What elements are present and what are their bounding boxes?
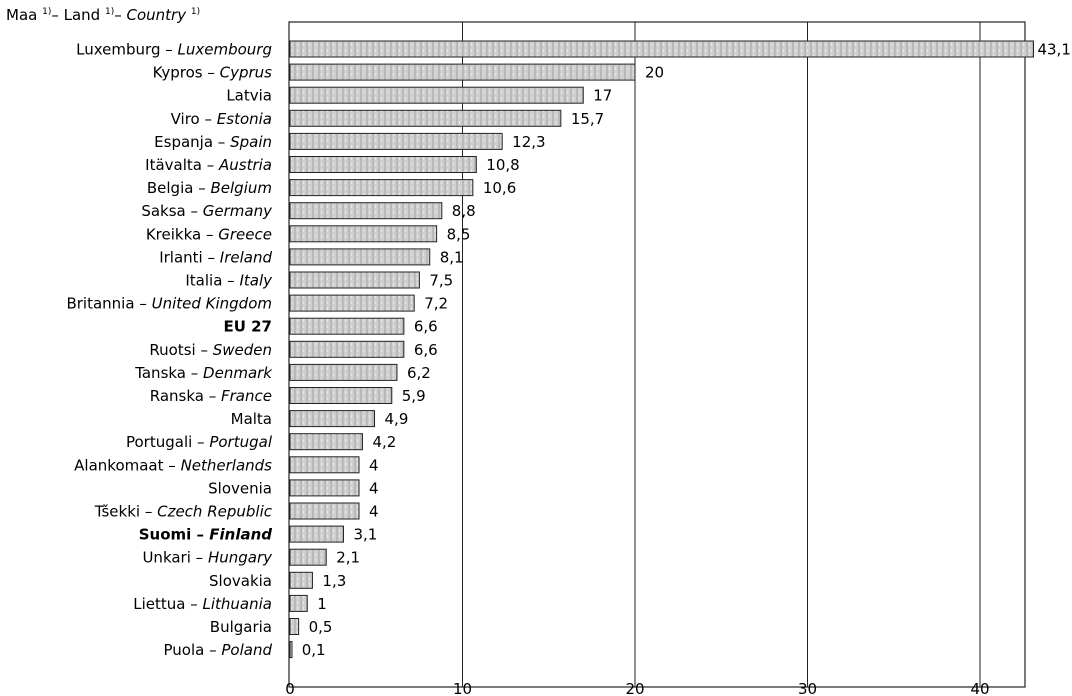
category-label: Kypros – Cyprus <box>153 64 273 82</box>
value-label: 4,2 <box>372 433 396 451</box>
value-label: 7,5 <box>429 272 453 290</box>
category-label: Slovenia <box>208 479 272 497</box>
category-label: Irlanti – Ireland <box>159 248 272 266</box>
bar <box>289 132 503 150</box>
bar <box>289 525 344 543</box>
bar <box>289 433 363 451</box>
value-label: 17 <box>593 87 612 105</box>
value-label: 4 <box>369 479 379 497</box>
bar <box>289 479 360 497</box>
category-label: Latvia <box>226 87 272 105</box>
category-label: Italia – Italy <box>185 272 273 290</box>
bars <box>289 40 1034 659</box>
bar <box>289 248 431 266</box>
value-label: 6,2 <box>407 364 431 382</box>
value-label: 0,1 <box>302 641 326 659</box>
category-label: Itävalta – Austria <box>145 156 272 174</box>
bar <box>289 387 393 404</box>
bar <box>289 40 1034 58</box>
bar <box>289 202 443 220</box>
category-label: Suomi – Finland <box>139 526 273 544</box>
bar <box>289 456 360 474</box>
value-label: 3,1 <box>353 526 377 544</box>
x-tick-label: 10 <box>453 680 472 696</box>
value-label: 5,9 <box>402 387 426 405</box>
bar <box>289 594 308 612</box>
plot-frame <box>288 21 1026 688</box>
value-label: 6,6 <box>414 341 438 359</box>
x-tick-label: 30 <box>798 680 817 696</box>
bar <box>289 317 405 335</box>
category-label: Puola – Poland <box>164 641 273 659</box>
value-label: 8,8 <box>452 202 476 220</box>
bar <box>289 156 477 173</box>
value-label: 7,2 <box>424 295 448 313</box>
value-label: 8,1 <box>440 248 464 266</box>
x-tick-label: 40 <box>970 680 989 696</box>
value-label: 10,6 <box>483 179 516 197</box>
category-label: EU 27 <box>223 318 272 336</box>
bar <box>289 340 405 358</box>
value-label: 10,8 <box>486 156 519 174</box>
bar <box>289 86 584 104</box>
value-label: 20 <box>645 64 664 82</box>
category-label: Malta <box>231 410 272 428</box>
value-label: 0,5 <box>309 618 333 636</box>
value-label: 1 <box>317 595 327 613</box>
category-label: Bulgaria <box>210 618 272 636</box>
value-label: 12,3 <box>512 133 545 151</box>
category-label: Tanska – Denmark <box>134 364 273 382</box>
category-label: Espanja – Spain <box>154 133 272 151</box>
value-label: 8,5 <box>447 225 471 243</box>
category-label: Liettua – Lithuania <box>133 595 272 613</box>
column-header: Maa 1)– Land 1)– Country 1) <box>6 6 200 24</box>
value-label: 2,1 <box>336 549 360 567</box>
bar <box>289 618 300 635</box>
bar <box>289 502 360 520</box>
category-labels: Luxemburg – Luxembourg Kypros – Cyprus Lat… <box>66 41 273 660</box>
value-label: 4 <box>369 456 379 474</box>
x-tick-label: 0 <box>285 680 295 696</box>
bar <box>289 363 398 381</box>
bar <box>289 571 313 589</box>
category-label: Belgia – Belgium <box>147 179 272 197</box>
category-label: Tšekki – Czech Republic <box>94 503 273 521</box>
header-text: Maa 1)– Land 1)– Country 1) <box>6 6 200 24</box>
category-label: Ruotsi – Sweden <box>149 341 272 359</box>
category-label: Slovakia <box>209 572 272 590</box>
category-label: Alankomaat – Netherlands <box>74 456 272 474</box>
bar <box>289 109 562 127</box>
bar <box>289 410 376 428</box>
bar <box>289 63 636 81</box>
value-label: 4,9 <box>385 410 409 428</box>
gridlines <box>288 21 1026 688</box>
category-label: Ranska – France <box>150 387 272 405</box>
category-label: Unkari – Hungary <box>142 549 273 567</box>
value-label: 1,3 <box>322 572 346 590</box>
value-label: 4 <box>369 503 379 521</box>
bar <box>289 271 420 289</box>
bar <box>289 179 474 197</box>
bar <box>289 641 293 659</box>
category-label: Viro – Estonia <box>171 110 272 128</box>
category-label: Kreikka – Greece <box>146 225 272 243</box>
value-label: 43,1 <box>1037 41 1070 59</box>
x-tick-label: 20 <box>625 680 644 696</box>
bar <box>289 548 327 566</box>
category-label: Luxemburg – Luxembourg <box>76 41 272 59</box>
category-label: Portugali – Portugal <box>126 433 273 451</box>
x-axis-ticks: 0 10 20 30 40 <box>285 680 989 696</box>
bar <box>289 225 438 243</box>
value-label: 6,6 <box>414 318 438 336</box>
category-label: Saksa – Germany <box>141 202 273 220</box>
value-label: 15,7 <box>571 110 604 128</box>
category-label: Britannia – United Kingdom <box>66 295 272 313</box>
bar <box>289 294 415 312</box>
value-labels: 43,1201715,712,310,810,68,88,58,17,57,26… <box>302 41 1071 660</box>
